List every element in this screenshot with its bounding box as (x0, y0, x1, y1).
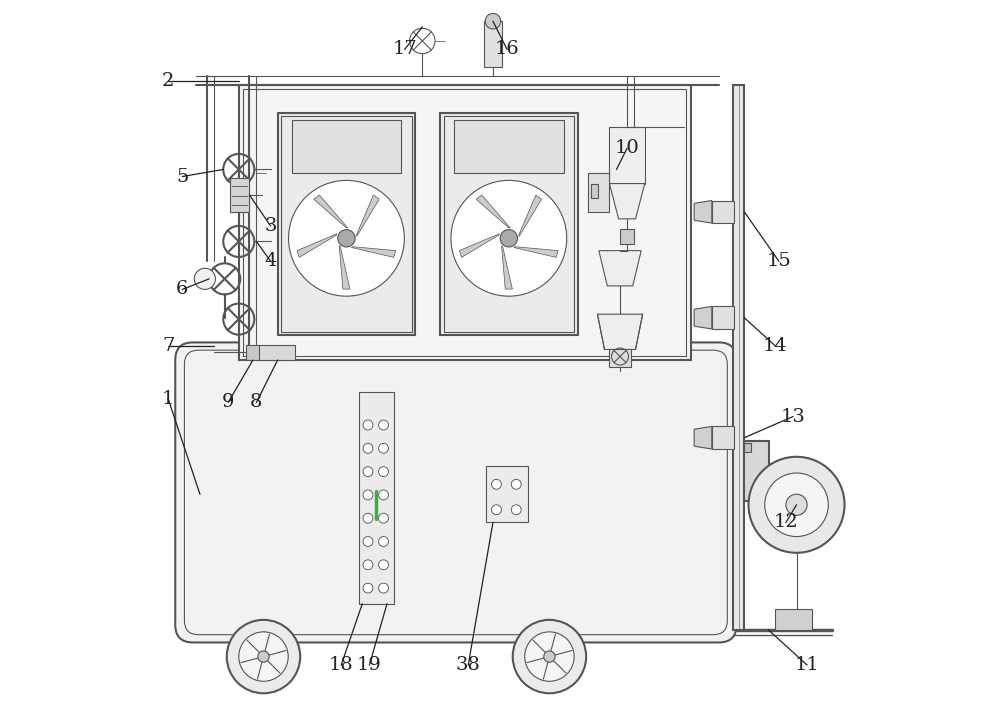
Text: 14: 14 (763, 337, 788, 355)
Bar (278, 113, 415, 335)
Circle shape (485, 13, 501, 29)
Polygon shape (476, 195, 510, 228)
Bar (230, 178, 249, 212)
Circle shape (338, 229, 355, 247)
Text: 10: 10 (615, 139, 639, 157)
Text: 3: 3 (264, 217, 277, 235)
Polygon shape (694, 306, 712, 329)
Bar (712, 426, 734, 449)
Text: 16: 16 (495, 40, 519, 59)
Circle shape (511, 505, 521, 515)
Text: 8: 8 (250, 393, 263, 412)
Text: 2: 2 (162, 72, 174, 90)
Bar (775, 609, 812, 630)
Polygon shape (599, 251, 641, 286)
Text: 13: 13 (781, 407, 805, 426)
Circle shape (379, 443, 388, 453)
Circle shape (379, 537, 388, 546)
Circle shape (492, 479, 501, 489)
Circle shape (765, 473, 828, 537)
Circle shape (363, 560, 373, 570)
Bar (744, 441, 769, 501)
Text: 15: 15 (766, 252, 791, 270)
Circle shape (194, 268, 215, 289)
Bar (486, 466, 528, 522)
Bar (239, 85, 691, 360)
Circle shape (289, 181, 404, 297)
Text: 38: 38 (456, 656, 481, 674)
Text: 6: 6 (176, 280, 188, 299)
Text: 19: 19 (357, 656, 382, 674)
Polygon shape (459, 234, 499, 258)
Text: 7: 7 (162, 337, 174, 355)
Circle shape (525, 632, 574, 681)
Polygon shape (356, 195, 379, 237)
Bar (440, 113, 578, 335)
Bar (281, 116, 412, 332)
Polygon shape (502, 246, 512, 289)
Text: 9: 9 (222, 393, 234, 412)
Polygon shape (514, 246, 558, 258)
Circle shape (379, 513, 388, 523)
Circle shape (749, 457, 845, 553)
Circle shape (363, 490, 373, 500)
Circle shape (363, 537, 373, 546)
Text: 5: 5 (176, 167, 188, 186)
Polygon shape (694, 426, 712, 449)
Text: 4: 4 (264, 252, 277, 270)
Circle shape (379, 467, 388, 477)
Text: 12: 12 (774, 513, 798, 532)
Circle shape (511, 479, 521, 489)
Circle shape (363, 420, 373, 430)
Bar (712, 201, 734, 223)
Circle shape (227, 620, 300, 693)
Text: 1: 1 (162, 390, 174, 408)
Circle shape (363, 513, 373, 523)
Polygon shape (297, 234, 337, 258)
Circle shape (363, 583, 373, 593)
Bar (246, 345, 259, 360)
Bar (744, 443, 751, 452)
Circle shape (363, 467, 373, 477)
Bar (620, 229, 634, 244)
Bar (454, 120, 564, 173)
Polygon shape (609, 184, 645, 219)
Circle shape (513, 620, 586, 693)
Bar (256, 345, 295, 360)
Bar (588, 173, 609, 212)
Polygon shape (519, 195, 542, 237)
Bar (444, 116, 574, 332)
Text: 18: 18 (329, 656, 354, 674)
Bar (591, 184, 598, 198)
Polygon shape (597, 314, 643, 349)
Circle shape (544, 651, 555, 662)
Circle shape (379, 560, 388, 570)
Polygon shape (351, 246, 396, 258)
Circle shape (451, 181, 567, 297)
Circle shape (363, 443, 373, 453)
Circle shape (500, 229, 518, 247)
Bar (712, 306, 734, 329)
Text: 17: 17 (392, 40, 417, 59)
Polygon shape (314, 195, 348, 228)
Circle shape (258, 651, 269, 662)
Bar (733, 85, 744, 630)
FancyBboxPatch shape (175, 342, 737, 642)
Bar (609, 349, 631, 367)
Bar (243, 89, 686, 356)
Text: 11: 11 (795, 656, 819, 674)
Circle shape (492, 505, 501, 515)
Circle shape (379, 490, 388, 500)
Bar (292, 120, 401, 173)
Circle shape (786, 494, 807, 515)
Bar (359, 392, 394, 604)
Polygon shape (694, 201, 712, 223)
Bar (609, 127, 645, 184)
Circle shape (239, 632, 288, 681)
Circle shape (379, 420, 388, 430)
Polygon shape (339, 246, 350, 289)
Bar (484, 21, 502, 67)
Circle shape (379, 583, 388, 593)
